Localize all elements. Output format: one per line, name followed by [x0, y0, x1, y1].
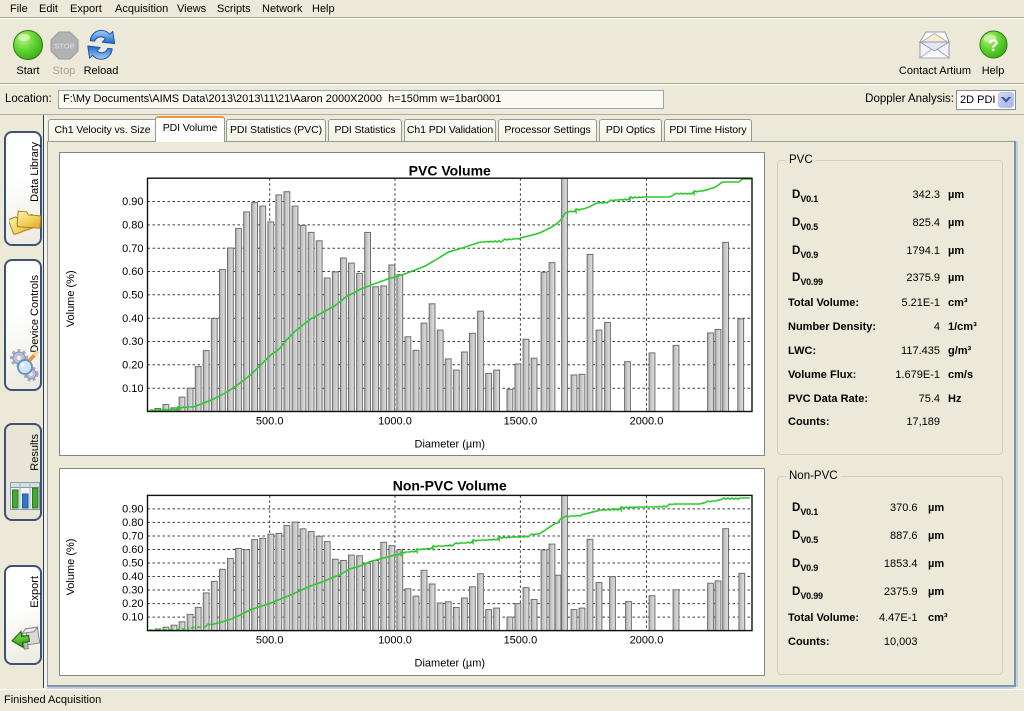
svg-text:0.90: 0.90: [122, 503, 143, 515]
svg-text:0.70: 0.70: [122, 243, 143, 255]
svg-text:STOP: STOP: [54, 42, 74, 51]
svg-text:0.50: 0.50: [122, 557, 143, 569]
svg-text:Diameter (µm): Diameter (µm): [415, 658, 486, 670]
svg-text:2000.0: 2000.0: [630, 634, 664, 646]
svg-text:Volume (%): Volume (%): [65, 539, 77, 596]
svg-text:1500.0: 1500.0: [504, 634, 538, 646]
svg-text:0.40: 0.40: [122, 313, 143, 325]
svg-text:0.40: 0.40: [122, 571, 143, 583]
svg-text:2000.0: 2000.0: [630, 415, 664, 427]
svg-text:Diameter (µm): Diameter (µm): [415, 439, 486, 451]
svg-text:Volume (%): Volume (%): [65, 270, 77, 327]
svg-text:1000.0: 1000.0: [378, 415, 412, 427]
svg-text:0.20: 0.20: [122, 359, 143, 371]
svg-text:1500.0: 1500.0: [504, 415, 538, 427]
svg-text:0.70: 0.70: [122, 530, 143, 542]
svg-text:0.20: 0.20: [122, 598, 143, 610]
svg-text:0.50: 0.50: [122, 289, 143, 301]
svg-text:500.0: 500.0: [256, 415, 284, 427]
svg-text:PVC Volume: PVC Volume: [409, 163, 491, 179]
svg-text:Non-PVC Volume: Non-PVC Volume: [393, 478, 507, 494]
svg-text:?: ?: [988, 36, 998, 55]
svg-text:0.30: 0.30: [122, 336, 143, 348]
svg-text:0.60: 0.60: [122, 544, 143, 556]
svg-text:0.80: 0.80: [122, 220, 143, 232]
svg-text:0.30: 0.30: [122, 584, 143, 596]
svg-text:0.90: 0.90: [122, 196, 143, 208]
svg-text:1000.0: 1000.0: [378, 634, 412, 646]
svg-text:0.80: 0.80: [122, 517, 143, 529]
svg-text:0.10: 0.10: [122, 383, 143, 395]
svg-text:0.60: 0.60: [122, 266, 143, 278]
svg-text:0.10: 0.10: [122, 612, 143, 624]
svg-text:500.0: 500.0: [256, 634, 284, 646]
